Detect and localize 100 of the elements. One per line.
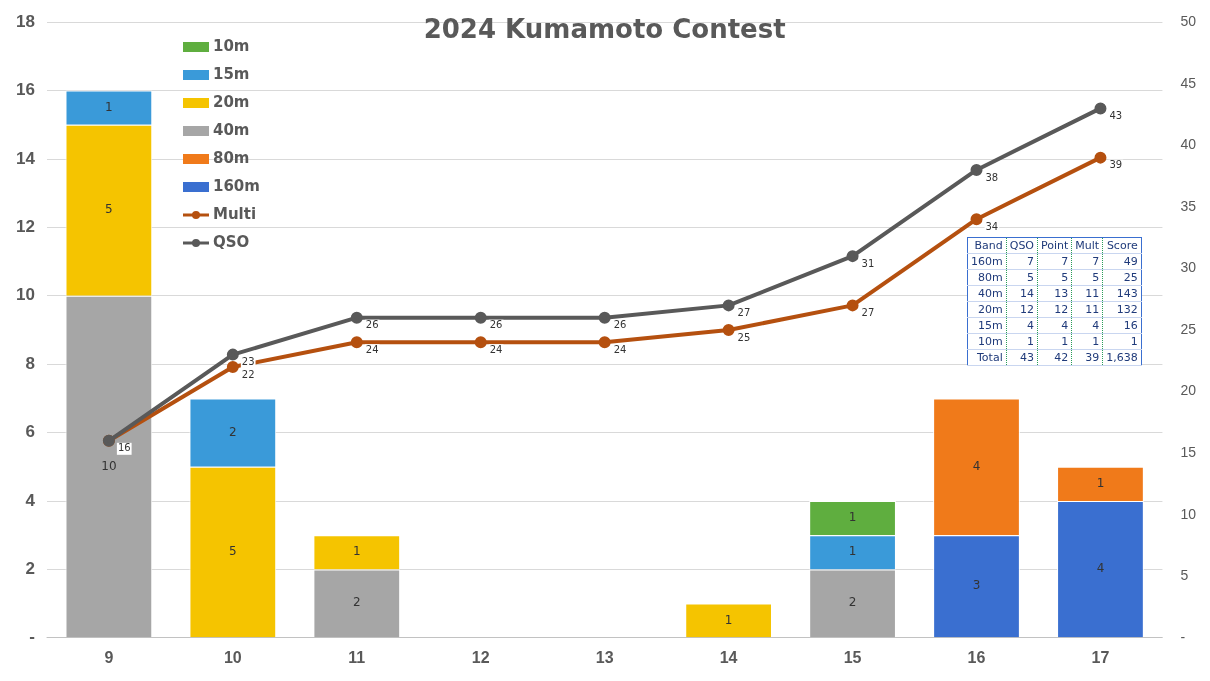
y2-tick-label: 30 — [1180, 259, 1197, 276]
y2-tick-label: - — [1180, 628, 1186, 645]
annotation: 12 — [1037, 301, 1072, 318]
x-tick-label: 17 — [1091, 648, 1110, 666]
data-label: 1 — [352, 544, 361, 559]
y-tick-label: 8 — [25, 353, 35, 373]
annotation: 7 — [1006, 253, 1038, 270]
annotation: Band — [967, 237, 1007, 254]
annotation: Total — [967, 349, 1007, 366]
data-label: 10 — [101, 458, 117, 473]
annotation: 5 — [1037, 269, 1072, 286]
x-tick-label: 12 — [471, 648, 490, 666]
annotation: 132 — [1102, 301, 1142, 318]
y2-tick-label: 5 — [1180, 567, 1189, 584]
annotation: 1 — [1071, 333, 1103, 350]
y-tick-label: 12 — [15, 217, 35, 237]
legend-label: Multi — [213, 204, 257, 223]
data-label: 31 — [861, 257, 875, 269]
annotation: 11 — [1071, 285, 1103, 302]
annotation: QSO — [1006, 237, 1038, 254]
annotation: 49 — [1102, 253, 1142, 270]
y2-tick-label: 50 — [1180, 13, 1197, 30]
legend-label: 160m — [213, 176, 260, 195]
data-label: 23 — [241, 356, 255, 368]
annotation: 13 — [1037, 285, 1072, 302]
y2-tick-label: 35 — [1180, 197, 1197, 214]
annotation: Point — [1037, 237, 1072, 254]
y2-tick-label: 40 — [1180, 136, 1197, 153]
annotation: 15m — [967, 317, 1007, 334]
data-label: 5 — [105, 202, 113, 217]
data-label: 1 — [848, 510, 857, 525]
data-label: 5 — [229, 544, 237, 559]
y2-tick-label: 25 — [1180, 320, 1197, 337]
y-tick-label: 6 — [25, 422, 35, 442]
data-label: 27 — [737, 306, 751, 318]
x-tick-label: 10 — [223, 648, 242, 666]
data-label: 2 — [848, 595, 857, 610]
data-label: 2 — [352, 595, 361, 610]
annotation: 4 — [1006, 317, 1038, 334]
data-label: 1 — [105, 99, 113, 114]
annotation: 39 — [1071, 349, 1103, 366]
y-tick-label: 4 — [25, 490, 36, 510]
annotation: 160m — [967, 253, 1007, 270]
legend-label: 15m — [213, 64, 250, 83]
y2-tick-label: 20 — [1180, 382, 1197, 399]
data-label: 24 — [365, 343, 379, 355]
data-label: 24 — [613, 343, 627, 355]
data-label: 4 — [1096, 561, 1105, 576]
data-label: 2 — [229, 424, 237, 439]
data-label: 4 — [972, 458, 981, 473]
y-tick-label: 2 — [25, 559, 35, 579]
y2-tick-label: 45 — [1180, 74, 1197, 91]
data-label: 3 — [972, 578, 981, 593]
y-tick-label: 10 — [15, 285, 35, 305]
annotation: 4 — [1071, 317, 1103, 334]
annotation: 4 — [1037, 317, 1072, 334]
annotation: 143 — [1102, 285, 1142, 302]
annotation: 12 — [1006, 301, 1038, 318]
annotation: 80m — [967, 269, 1007, 286]
legend-label: 10m — [213, 36, 250, 55]
y-tick-label: 16 — [15, 80, 35, 100]
data-label: 1 — [724, 612, 733, 627]
annotation: 7 — [1037, 253, 1072, 270]
data-label: 24 — [489, 343, 503, 355]
annotation: Mult — [1071, 237, 1103, 254]
annotation: 1 — [1037, 333, 1072, 350]
y-tick-label: - — [29, 627, 35, 647]
data-label: 43 — [1109, 109, 1123, 121]
y2-tick-label: 10 — [1180, 505, 1197, 522]
data-label: 38 — [985, 171, 999, 183]
annotation: 43 — [1006, 349, 1038, 366]
annotation: 16 — [1102, 317, 1142, 334]
annotation: 5 — [1006, 269, 1038, 286]
annotation: 10m — [967, 333, 1007, 350]
data-label: 25 — [737, 331, 751, 343]
data-label: 16 — [117, 442, 131, 454]
data-label: 27 — [861, 306, 875, 318]
y-tick-label: 18 — [15, 11, 35, 31]
legend-label: 80m — [213, 148, 250, 167]
x-tick-label: 15 — [843, 648, 862, 666]
annotation: 11 — [1071, 301, 1103, 318]
annotation: 42 — [1037, 349, 1072, 366]
legend-label: 20m — [213, 92, 250, 111]
annotation: 40m — [967, 285, 1007, 302]
data-label: 1 — [848, 544, 857, 559]
x-tick-label: 11 — [348, 648, 366, 666]
data-label: 1 — [1096, 476, 1105, 491]
y-tick-label: 14 — [15, 148, 36, 168]
annotation: 20m — [967, 301, 1007, 318]
x-tick-label: 14 — [719, 648, 738, 666]
data-label: 22 — [241, 368, 255, 380]
x-tick-label: 13 — [595, 648, 614, 666]
chart-title: 2024 Kumamoto Contest — [423, 13, 786, 44]
annotation: Score — [1102, 237, 1142, 254]
data-label: 26 — [365, 319, 379, 331]
annotation: 14 — [1006, 285, 1038, 302]
annotation: 1 — [1102, 333, 1142, 350]
data-label: 34 — [985, 220, 999, 232]
legend-label: QSO — [213, 232, 250, 251]
x-tick-label: 9 — [104, 648, 114, 666]
